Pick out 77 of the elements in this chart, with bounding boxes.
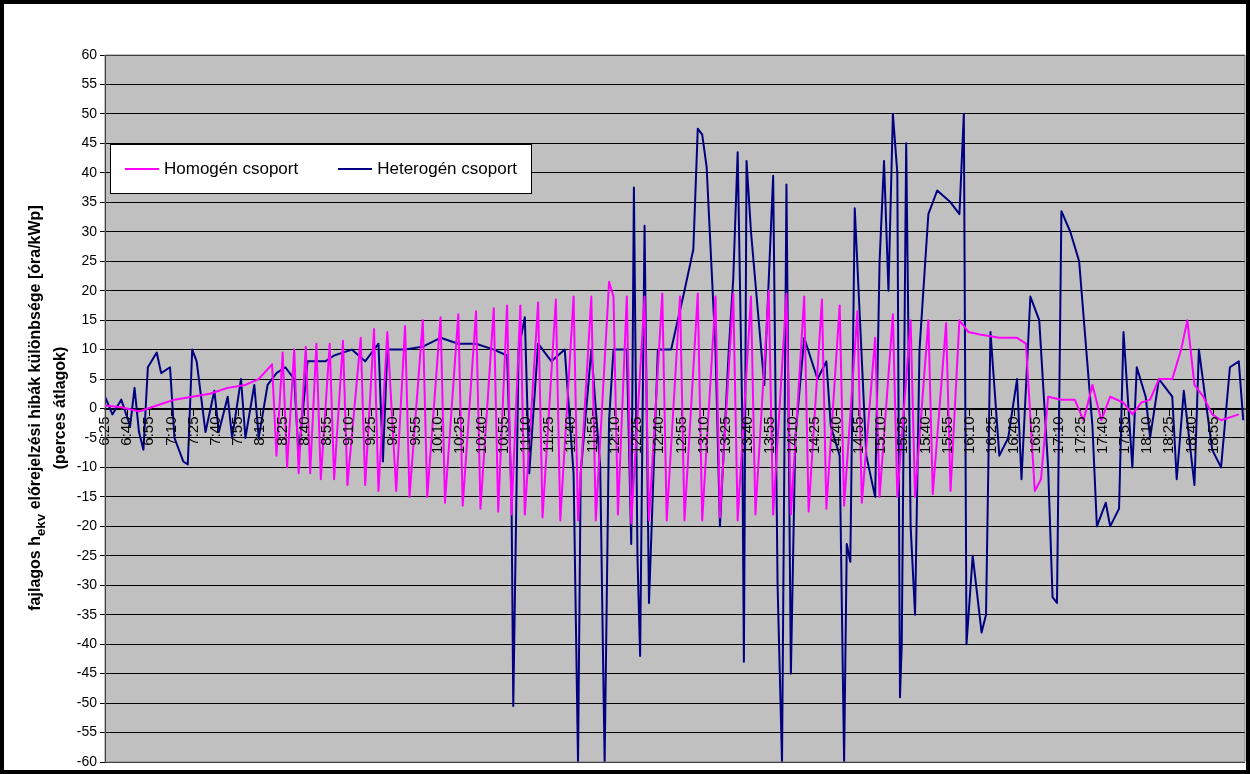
y-tick-label: 15 <box>81 310 98 327</box>
x-tick-label: 15:55 <box>937 416 955 455</box>
x-tick-label: 9:40 <box>383 416 401 446</box>
x-tick-label: 13:25 <box>715 416 733 455</box>
x-tick-label: 9:25 <box>361 416 379 446</box>
x-tick-label: 7:10 <box>161 416 179 446</box>
x-tick-label: 8:40 <box>294 416 312 446</box>
x-tick-label: 7:55 <box>228 416 246 446</box>
x-tick-label: 12:25 <box>627 416 645 455</box>
x-tick-label: 12:10 <box>605 416 623 455</box>
x-tick-label: 7:40 <box>206 416 224 446</box>
x-tick-label: 15:40 <box>915 416 933 455</box>
y-tick-label: -30 <box>76 576 98 593</box>
y-tick-label: -55 <box>76 723 98 740</box>
x-tick-label: 14:25 <box>804 416 822 455</box>
y-tick-label: -45 <box>76 664 98 681</box>
x-tick-label: 18:10 <box>1137 416 1155 455</box>
x-tick-label: 17:25 <box>1070 416 1088 455</box>
x-tick-label: 12:40 <box>649 416 667 455</box>
x-tick-label: 13:10 <box>693 416 711 455</box>
y-tick-label: -60 <box>76 752 98 769</box>
x-tick-label: 8:55 <box>316 416 334 446</box>
x-tick-label: 13:40 <box>738 416 756 455</box>
y-tick-label: -50 <box>76 693 98 710</box>
y-tick-label: 10 <box>81 340 98 357</box>
y-tick-label: 30 <box>81 222 98 239</box>
x-tick-label: 17:40 <box>1092 416 1110 455</box>
y-tick-label: -35 <box>76 605 98 622</box>
legend-label: Heterogén csoport <box>377 159 518 179</box>
x-tick-label: 14:40 <box>826 416 844 455</box>
y-tick-label: 0 <box>89 399 98 416</box>
x-tick-label: 7:25 <box>183 416 201 446</box>
x-tick-label: 10:10 <box>427 416 445 455</box>
x-tick-label: 9:55 <box>405 416 423 446</box>
x-tick-label: 9:10 <box>339 416 357 446</box>
y-tick-label: -15 <box>76 487 98 504</box>
x-tick-label: 15:25 <box>893 416 911 455</box>
x-tick-label: 16:55 <box>1026 416 1044 455</box>
y-tick-label: 20 <box>81 281 98 298</box>
x-tick-label: 10:55 <box>494 416 512 455</box>
legend-label: Homogén csoport <box>164 159 299 179</box>
x-tick-label: 17:55 <box>1115 416 1133 455</box>
x-tick-label: 11:40 <box>560 416 578 453</box>
x-tick-label: 8:10 <box>250 416 268 446</box>
x-tick-label: 18:40 <box>1181 416 1199 455</box>
x-tick-label: 14:55 <box>849 416 867 455</box>
y-tick-label: 60 <box>81 45 98 62</box>
x-tick-label: 18:55 <box>1203 416 1221 455</box>
x-tick-label: 17:10 <box>1048 416 1066 455</box>
x-tick-label: 15:10 <box>871 416 889 455</box>
y-tick-label: -5 <box>84 428 98 445</box>
x-tick-label: 13:55 <box>760 416 778 455</box>
y-tick-label: 25 <box>81 252 98 269</box>
y-tick-label: -25 <box>76 546 98 563</box>
x-tick-label: 11:25 <box>538 416 556 453</box>
x-tick-label: 16:40 <box>1004 416 1022 455</box>
x-tick-label: 18:25 <box>1159 416 1177 455</box>
x-tick-label: 12:55 <box>671 416 689 455</box>
y-tick-label: 5 <box>89 369 98 386</box>
y-tick-label: 35 <box>81 193 98 210</box>
y-tick-label: 55 <box>81 75 98 92</box>
x-tick-label: 10:40 <box>472 416 490 455</box>
x-tick-label: 6:55 <box>139 416 157 446</box>
y-tick-label: -40 <box>76 635 98 652</box>
x-tick-label: 11:10 <box>516 416 534 453</box>
y-tick-label: 40 <box>81 163 98 180</box>
y-tick-label: 50 <box>81 104 98 121</box>
x-tick-label: 16:10 <box>959 416 977 455</box>
x-tick-label: 8:25 <box>272 416 290 446</box>
x-tick-label: 10:25 <box>449 416 467 455</box>
x-tick-label: 11:55 <box>582 416 600 453</box>
y-tick-label: -20 <box>76 517 98 534</box>
x-tick-label: 6:40 <box>117 416 135 446</box>
x-tick-label: 16:25 <box>982 416 1000 455</box>
x-tick-label: 14:10 <box>782 416 800 455</box>
y-tick-label: 45 <box>81 134 98 151</box>
y-tick-label: -10 <box>76 458 98 475</box>
